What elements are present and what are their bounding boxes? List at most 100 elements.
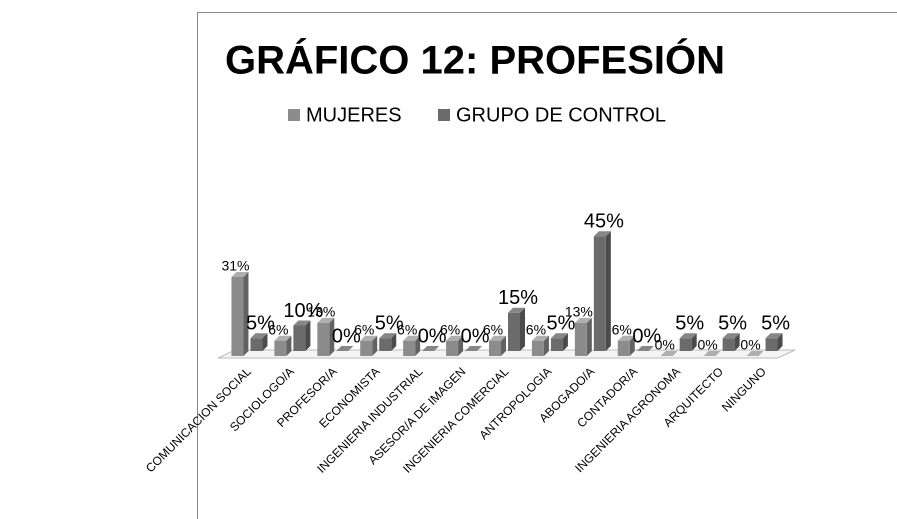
bar-top (274, 335, 292, 341)
bar-top (317, 317, 335, 323)
bar-front (593, 236, 606, 351)
bar-front (574, 322, 587, 356)
bar (636, 346, 654, 352)
bar (403, 335, 421, 356)
bar (465, 346, 483, 352)
bar (703, 351, 721, 357)
bar-top (489, 335, 506, 341)
bar-front (765, 338, 778, 351)
bar-side (629, 335, 635, 356)
bar-side (520, 307, 525, 351)
data-label: 5% (375, 313, 404, 335)
data-label: 5% (675, 313, 704, 335)
chart-frame (197, 12, 897, 519)
data-label: 0% (632, 325, 661, 347)
data-label: 13% (307, 304, 335, 320)
bar-side (391, 333, 397, 351)
bar-top (660, 351, 678, 356)
legend-swatch (288, 109, 300, 121)
bar-side (305, 320, 311, 351)
bar-top (465, 346, 483, 351)
bar (446, 335, 464, 356)
data-label: 6% (397, 321, 417, 337)
bar-top (574, 317, 592, 323)
bar (574, 317, 592, 356)
bar-front (317, 322, 330, 356)
bar-front (489, 340, 501, 356)
bar (550, 333, 568, 351)
bar-top (765, 333, 783, 339)
bar-front (293, 325, 306, 351)
legend-swatch (438, 109, 450, 121)
bar-side (501, 335, 506, 356)
bar-front (274, 340, 287, 356)
data-label: 0% (740, 337, 760, 353)
data-label: 6% (526, 321, 546, 337)
bar (317, 317, 335, 356)
data-label: 0% (418, 325, 447, 347)
bar (593, 231, 611, 351)
bar (489, 335, 506, 356)
bar-side (329, 317, 335, 356)
bar-front (722, 338, 735, 351)
bar-top (231, 271, 249, 277)
bar-side (286, 335, 292, 356)
bar-top (593, 231, 611, 237)
bar-top (508, 307, 525, 313)
bar (746, 351, 764, 357)
bar-top (360, 335, 378, 341)
bar-side (777, 333, 783, 351)
bar-side (243, 271, 249, 356)
bar-top (379, 333, 397, 339)
bar-top (617, 335, 635, 341)
data-label: 5% (761, 313, 790, 335)
bar-front (531, 340, 544, 356)
bar-side (372, 335, 378, 356)
bar-front (403, 340, 416, 356)
bar-front (231, 276, 244, 356)
data-label: 6% (440, 321, 460, 337)
data-label: 5% (718, 313, 747, 335)
bar-top (746, 351, 764, 356)
data-label: 45% (584, 211, 624, 233)
bar-side (691, 333, 697, 351)
bar-top (250, 333, 268, 339)
data-label: 6% (612, 321, 632, 337)
bar-front (679, 338, 692, 351)
bar-side (458, 335, 464, 356)
bar (422, 346, 440, 352)
data-label: 0% (655, 337, 675, 353)
bar-front (379, 338, 392, 351)
bar-front (550, 338, 563, 351)
data-label: 10% (283, 300, 323, 322)
bar-side (415, 335, 421, 356)
data-label: 6% (483, 321, 503, 337)
bar-top (679, 333, 697, 339)
legend-label: GRUPO DE CONTROL (456, 104, 666, 126)
bar-top (531, 335, 549, 341)
bar-top (703, 351, 721, 356)
bar-side (262, 333, 268, 351)
bar (765, 333, 783, 351)
bar (508, 307, 525, 351)
bar-front (360, 340, 373, 356)
data-label: 5% (546, 313, 575, 335)
bar (293, 320, 311, 351)
bar-top (722, 333, 740, 339)
data-label: 6% (354, 321, 374, 337)
bar-side (543, 335, 549, 356)
bar (250, 333, 268, 351)
data-label: 0% (697, 337, 717, 353)
bar-front (446, 340, 459, 356)
data-label: 15% (498, 287, 538, 309)
data-label: 0% (461, 325, 490, 347)
bar-top (336, 346, 354, 351)
data-label: 6% (268, 321, 288, 337)
data-label: 31% (221, 258, 249, 274)
bar (274, 335, 292, 356)
bar-side (605, 231, 611, 351)
bar (679, 333, 697, 351)
bar-front (508, 312, 520, 351)
bar (531, 335, 549, 356)
